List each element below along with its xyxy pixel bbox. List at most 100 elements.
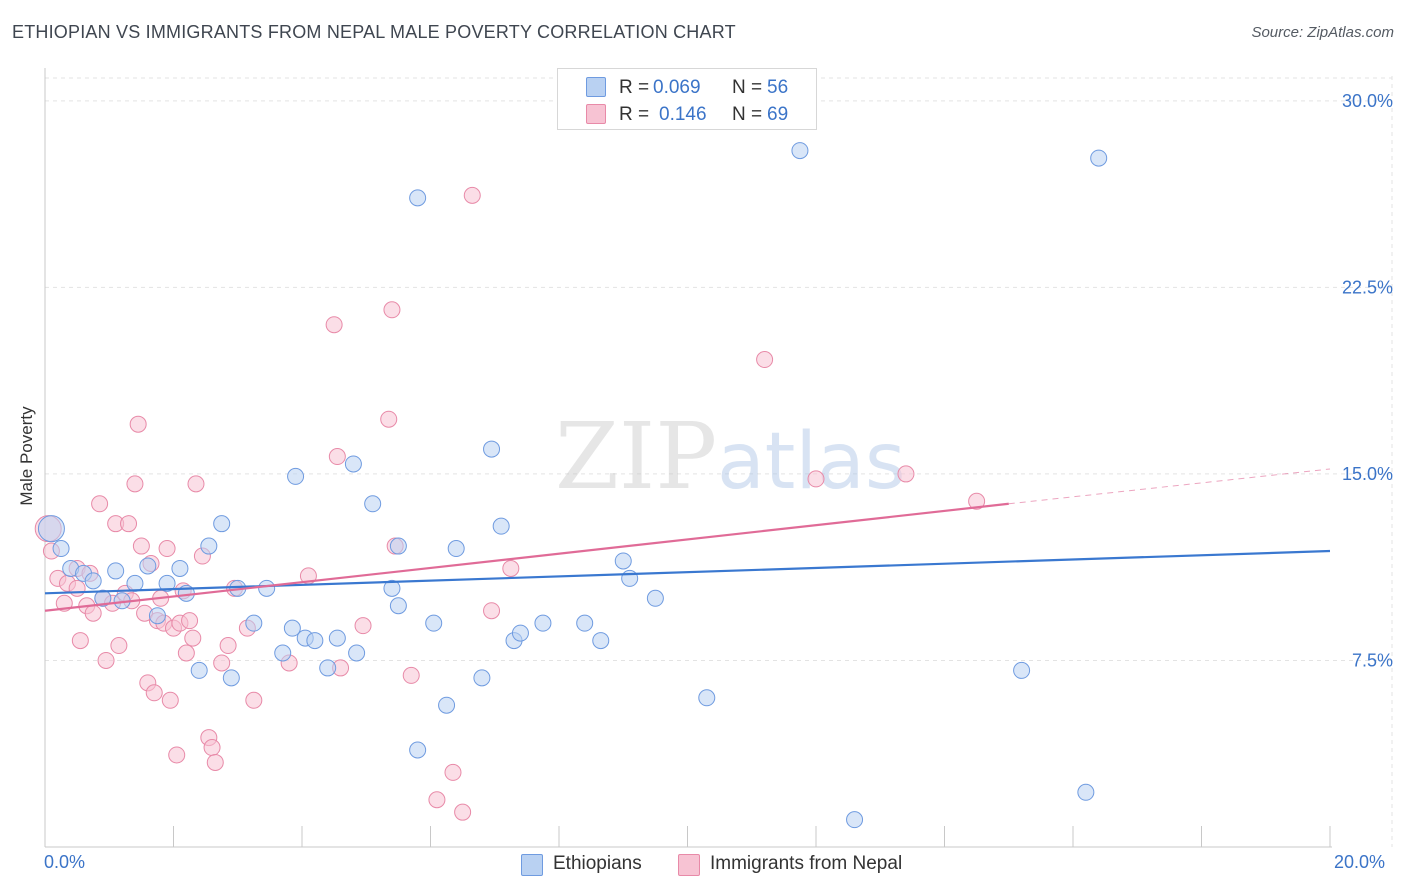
ethiopian-point [283, 619, 301, 637]
nepal-point [68, 579, 86, 597]
nepal-point [428, 791, 446, 809]
ethiopian-point [190, 661, 208, 679]
correlation-legend: R = 0.069 N = 56 R = 0.146 N = 69 [557, 68, 817, 130]
legend-n-label: N = [732, 104, 763, 125]
nepal-point [71, 632, 89, 650]
nepal-point [203, 739, 221, 757]
nepal-point [91, 495, 109, 513]
legend-swatch-blue [586, 77, 606, 97]
nepal-point [807, 470, 825, 488]
source-label: Source: ZipAtlas.com [1251, 24, 1394, 41]
ethiopian-point [319, 659, 337, 677]
legend-label: Immigrants from Nepal [710, 853, 903, 874]
nepal-point [181, 612, 199, 630]
grid-lines [45, 76, 1393, 847]
ethiopian-point [511, 624, 529, 642]
nepal-point [245, 691, 263, 709]
ethiopian-point [534, 614, 552, 632]
nepal-point [120, 515, 138, 533]
y-tick-labels: 7.5% 15.0% 22.5% 30.0% [1342, 91, 1393, 671]
ethiopian-point [698, 689, 716, 707]
ethiopian-point [1013, 661, 1031, 679]
nepal-point [110, 637, 128, 655]
ethiopian-point [364, 495, 382, 513]
nepal-point [145, 684, 163, 702]
ethiopian-point [245, 614, 263, 632]
nepal-point [756, 351, 774, 369]
ethiopian-point [1077, 783, 1095, 801]
legend-r-value: 0.146 [659, 104, 707, 125]
ethiopian-point [409, 741, 427, 759]
nepal-point [328, 448, 346, 466]
legend-n-value: 56 [767, 77, 789, 98]
y-tick-label: 15.0% [1342, 464, 1393, 484]
nepal-point [129, 415, 147, 433]
watermark-zip: ZIP [555, 403, 717, 510]
legend-swatch-pink [678, 854, 700, 876]
ethiopian-point [52, 540, 70, 558]
nepal-point [383, 301, 401, 319]
legend-r-value: 0.069 [653, 77, 701, 98]
ethiopian-point [344, 455, 362, 473]
ethiopian-point [287, 467, 305, 485]
ethiopian-point [646, 589, 664, 607]
series-ethiopians [37, 142, 1108, 829]
nepal-trend-extension [1008, 468, 1331, 505]
ethiopian-point [576, 614, 594, 632]
ethiopian-point [383, 579, 401, 597]
ethiopian-point [107, 562, 125, 580]
legend-label: Ethiopians [553, 853, 642, 874]
nepal-point [483, 602, 501, 620]
ethiopian-point [200, 537, 218, 555]
nepal-point [84, 604, 102, 622]
ethiopian-point [258, 579, 276, 597]
nepal-point [968, 492, 986, 510]
ethiopian-point [473, 669, 491, 687]
ethiopians-trend-line [44, 549, 1331, 595]
ethiopian-point [148, 607, 166, 625]
ethiopian-point [483, 440, 501, 458]
legend-n-value: 69 [767, 104, 789, 125]
nepal-point [897, 465, 915, 483]
watermark: ZIP atlas [555, 403, 906, 510]
y-tick-label: 7.5% [1352, 650, 1393, 670]
ethiopian-point [126, 574, 144, 592]
nepal-point [380, 410, 398, 428]
legend-swatch-blue [521, 854, 543, 876]
ethiopian-point [274, 644, 292, 662]
nepal-point [158, 540, 176, 558]
nepal-point [126, 475, 144, 493]
legend-r-label: R = [619, 104, 650, 125]
nepal-point [177, 644, 195, 662]
axes [44, 68, 1332, 848]
ethiopian-point [1090, 149, 1108, 167]
ethiopian-point [84, 572, 102, 590]
ethiopian-point [846, 811, 864, 829]
ethiopian-point [447, 540, 465, 558]
y-tick-label: 30.0% [1342, 91, 1393, 111]
nepal-point [168, 746, 186, 764]
nepal-point [97, 651, 115, 669]
ethiopian-point [139, 557, 157, 575]
ethiopian-point [306, 632, 324, 650]
ethiopian-point [348, 644, 366, 662]
ethiopian-point [222, 669, 240, 687]
ethiopian-point [94, 589, 112, 607]
watermark-atlas: atlas [717, 417, 906, 507]
nepal-point [402, 666, 420, 684]
x-tick-label-max: 20.0% [1334, 852, 1386, 872]
nepal-point [454, 803, 472, 821]
x-tick-label-min: 0.0% [44, 852, 86, 872]
ethiopian-point [328, 629, 346, 647]
nepal-point [206, 753, 224, 771]
legend-swatch-pink [586, 104, 606, 124]
nepal-point [161, 691, 179, 709]
ethiopian-point [37, 515, 65, 543]
ethiopian-point [389, 537, 407, 555]
nepal-point [502, 559, 520, 577]
ethiopian-point [438, 696, 456, 714]
ethiopian-point [389, 597, 407, 615]
nepal-point [187, 475, 205, 493]
nepal-point [132, 537, 150, 555]
chart-title: ETHIOPIAN VS IMMIGRANTS FROM NEPAL MALE … [12, 22, 736, 42]
